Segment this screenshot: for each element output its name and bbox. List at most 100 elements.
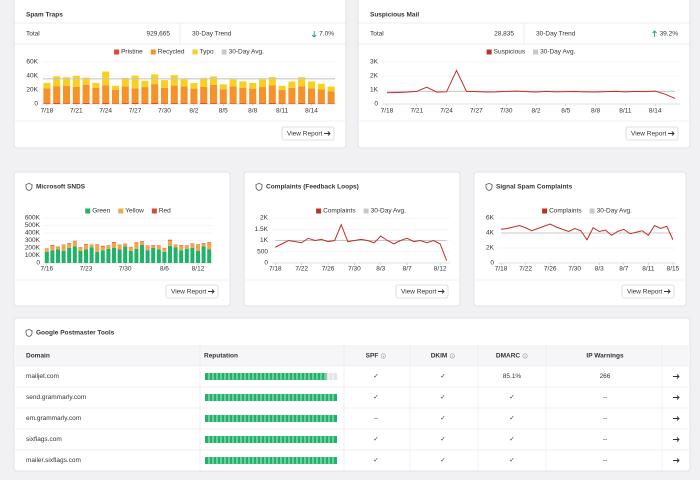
bar-segment xyxy=(106,248,111,263)
bar-segment xyxy=(180,79,188,87)
card-title: Microsoft SNDS xyxy=(36,184,86,191)
bar-segment xyxy=(139,241,145,242)
bar-segment xyxy=(190,103,198,104)
arrow-icon xyxy=(673,437,680,442)
card-title: Complaints (Feedback Loops) xyxy=(266,184,359,191)
button-frame xyxy=(395,284,449,299)
bar-segment xyxy=(249,83,257,89)
bar-segment xyxy=(72,241,77,247)
chart-card: Suspicious Mail Total 28,835 30-Day Trend 39… xyxy=(358,12,690,141)
arrow-icon xyxy=(673,374,680,379)
bar-segment xyxy=(229,86,237,104)
y-tick-label: 200K xyxy=(25,245,41,252)
bar-segment xyxy=(145,250,150,263)
bar-segment xyxy=(162,251,167,263)
x-tick-label: 7/27 xyxy=(470,108,483,115)
bar-segment xyxy=(72,103,80,104)
x-tick-label: 8/14 xyxy=(649,108,662,115)
row-open-button[interactable] xyxy=(673,374,680,379)
bar-segment xyxy=(219,103,227,104)
table-cell: ✓ xyxy=(373,373,378,380)
bar-segment xyxy=(200,103,208,104)
row-open-button[interactable] xyxy=(673,458,680,463)
y-tick-label: 60K xyxy=(26,59,38,66)
bar-segment xyxy=(288,81,296,88)
x-tick-label: 8/11 xyxy=(276,108,289,115)
bar-segment xyxy=(190,83,198,89)
view-report-button[interactable]: View Report xyxy=(395,284,449,299)
bar-segment xyxy=(179,245,184,246)
bar-segment xyxy=(62,77,71,86)
bar-segment xyxy=(307,103,316,104)
row-open-button[interactable] xyxy=(673,437,680,442)
row-open-button[interactable] xyxy=(673,416,680,421)
bar-segment xyxy=(82,84,90,103)
arrow-icon xyxy=(438,289,445,294)
bar-segment xyxy=(200,77,208,87)
card xyxy=(13,171,231,307)
view-report-button[interactable]: View Report xyxy=(165,284,219,299)
legend: Green Yellow Red xyxy=(85,208,171,215)
legend-label: Complaints xyxy=(323,208,356,215)
bar-segment xyxy=(139,242,145,245)
bar-segment xyxy=(170,103,178,104)
view-report-button[interactable]: View Report xyxy=(281,126,335,141)
row-open-button[interactable] xyxy=(673,395,680,400)
bar-segment xyxy=(92,87,100,104)
bar-segment xyxy=(162,248,167,249)
bar-segment xyxy=(78,247,83,248)
y-tick-label: 400K xyxy=(25,230,41,237)
legend-swatch xyxy=(192,49,198,55)
y-tick-label: 600K xyxy=(25,215,41,222)
bar-segment xyxy=(78,248,83,251)
bar-segment xyxy=(327,86,335,92)
bar-segment xyxy=(121,86,129,104)
bar-segment xyxy=(209,84,218,104)
bar-segment xyxy=(61,251,66,263)
bar-segment xyxy=(195,245,201,251)
x-tick-label: 8/6 xyxy=(160,266,169,273)
trend-arrow xyxy=(652,30,657,37)
x-tick-label: 7/18 xyxy=(495,266,508,273)
view-report-button[interactable]: View Report xyxy=(625,126,679,141)
bar-segment xyxy=(55,246,61,248)
bar-segment xyxy=(72,246,77,263)
button-label: View Report xyxy=(287,130,322,137)
bar-segment xyxy=(239,103,247,104)
bar-segment xyxy=(156,245,161,250)
y-tick-label: 0 xyxy=(36,260,40,267)
bar-segment xyxy=(288,87,296,104)
x-tick-label: 7/16 xyxy=(40,266,53,273)
table-cell: ✓ xyxy=(373,457,378,464)
legend-label: 30-Day Avg. xyxy=(229,49,264,56)
bar-segment xyxy=(95,245,100,252)
table-cell: mailjet.com xyxy=(26,373,59,380)
table-header-bg xyxy=(14,345,690,366)
bar-segment xyxy=(55,249,61,263)
legend-label: Pristine xyxy=(121,49,143,56)
legend-label: Suspicious xyxy=(494,49,526,56)
bar-segment xyxy=(117,245,122,250)
bar-segment xyxy=(72,86,80,104)
bar-segment xyxy=(82,102,90,104)
x-tick-label: 7/18 xyxy=(41,108,54,115)
legend: Suspicious 30-Day Avg. xyxy=(486,49,576,56)
view-report-button[interactable]: View Report xyxy=(621,284,675,299)
bar-segment xyxy=(167,240,173,246)
table-cell: ✓ xyxy=(509,436,514,443)
bar-segment xyxy=(170,75,178,86)
legend-label: Recycled xyxy=(158,49,185,56)
x-tick-label: 7/22 xyxy=(519,266,532,273)
total-value: 929,665 xyxy=(147,31,171,38)
icon xyxy=(485,183,493,191)
info-icon xyxy=(449,353,455,359)
bar-segment xyxy=(100,250,105,263)
icon xyxy=(25,329,33,337)
trend-arrow xyxy=(311,31,317,38)
line-series xyxy=(501,223,674,241)
bar-segment xyxy=(83,244,89,245)
bar-segment xyxy=(207,242,212,250)
icon xyxy=(25,183,33,191)
bar-segment xyxy=(111,242,117,248)
bar-segment xyxy=(195,244,201,245)
